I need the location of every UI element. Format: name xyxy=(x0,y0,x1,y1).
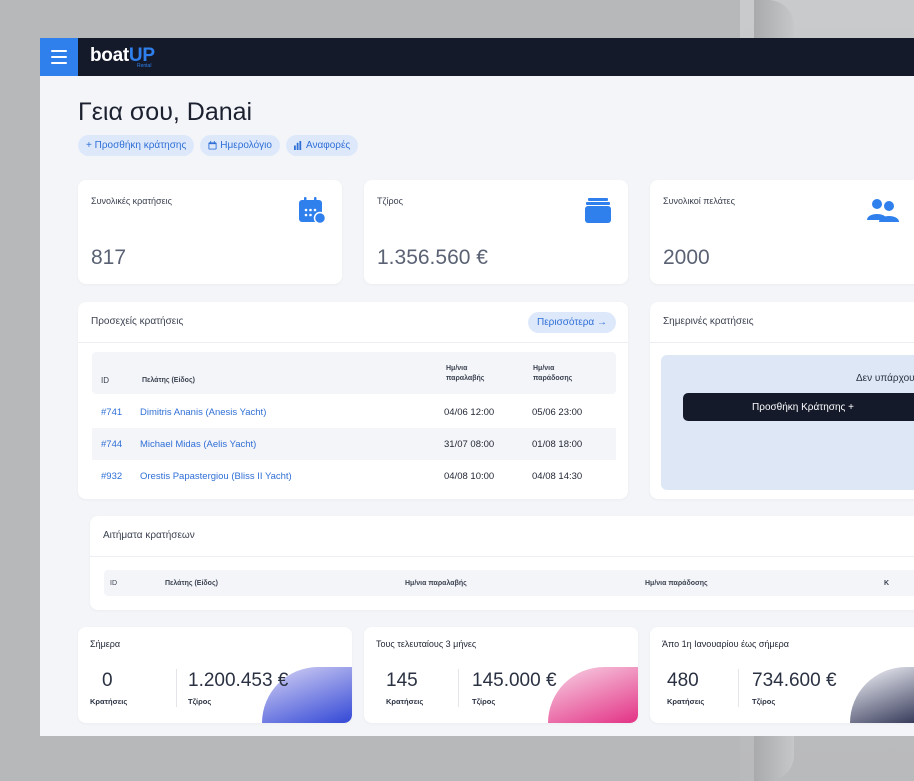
empty-state: Δεν υπάρχουν σ Προσθήκη Κράτησης + xyxy=(661,355,914,490)
quick-actions: + Προσθήκη κράτησης Ημερολόγιο Αναφορές xyxy=(78,135,359,156)
users-icon xyxy=(867,199,899,222)
add-booking-label: + Προσθήκη κράτησης xyxy=(86,140,187,151)
section-title: Σημερινές κρατήσεις xyxy=(663,316,754,327)
summary-card-today: Σήμερα 0 Κρατήσεις 1.200.453 € Τζίρος xyxy=(78,627,352,723)
summary-bookings-label: Κρατήσεις xyxy=(90,697,128,706)
decorative-gradient xyxy=(850,667,914,723)
summary-title: Σήμερα xyxy=(90,639,121,649)
divider xyxy=(176,669,177,707)
today-bookings-card: Σημερινές κρατήσεις Δεν υπάρχουν σ Προσθ… xyxy=(650,302,914,499)
stat-value: 2000 xyxy=(663,246,710,269)
summary-card-year-to-date: Άπο 1η Ιανουαρίου έως σήμερα 480 Κρατήσε… xyxy=(650,627,914,723)
divider xyxy=(650,342,914,343)
calendar-icon xyxy=(299,197,326,224)
summary-bookings-value: 0 xyxy=(102,670,113,691)
column-header-dropoff: Ημ/νια παράδοσης xyxy=(533,365,573,382)
logo-subtitle: Rental xyxy=(137,63,152,69)
wallet-icon xyxy=(585,198,611,223)
upcoming-bookings-card: Προσεχείς κρατήσεις Περισσότερα → ID Πελ… xyxy=(78,302,628,499)
summary-revenue-label: Τζίρος xyxy=(188,697,212,706)
summary-revenue-value: 145.000 € xyxy=(472,670,557,691)
menu-icon xyxy=(51,50,67,52)
stat-card-revenue: Τζίρος 1.356.560 € xyxy=(364,180,628,284)
summary-bookings-value: 145 xyxy=(386,670,418,691)
table-row[interactable]: #744 Michael Midas (Aelis Yacht) 31/07 0… xyxy=(92,428,616,460)
booking-dropoff: 05/06 23:00 xyxy=(532,407,583,418)
summary-bookings-value: 480 xyxy=(667,670,699,691)
app-screen: boatUP Rental Γεια σου, Danai + Προσθήκη… xyxy=(40,38,914,736)
logo-accent: UP xyxy=(128,45,155,66)
add-booking-button[interactable]: Προσθήκη Κράτησης + xyxy=(683,393,914,421)
column-header-pickup: Ημ/νια παραλαβής xyxy=(446,365,485,382)
reports-button[interactable]: Αναφορές xyxy=(285,135,359,156)
booking-id[interactable]: #932 xyxy=(101,471,123,482)
page-title: Γεια σου, Danai xyxy=(78,98,253,126)
booking-dropoff: 01/08 18:00 xyxy=(532,439,583,450)
summary-bookings-label: Κρατήσεις xyxy=(386,697,424,706)
stat-label: Συνολικές κρατήσεις xyxy=(91,196,172,206)
calendar-label: Ημερολόγιο xyxy=(220,140,272,151)
divider xyxy=(738,669,739,707)
stat-label: Συνολικοί πελάτες xyxy=(663,196,735,206)
table-row[interactable]: #741 Dimitris Ananis (Anesis Yacht) 04/0… xyxy=(92,396,616,428)
booking-client[interactable]: Dimitris Ananis (Anesis Yacht) xyxy=(140,407,267,418)
section-title: Προσεχείς κρατήσεις xyxy=(91,316,184,327)
column-header-client: Πελάτης (Είδος) xyxy=(165,580,218,587)
calendar-icon xyxy=(208,141,217,150)
summary-revenue-label: Τζίρος xyxy=(752,697,776,706)
summary-card-last-3-months: Τους τελευταίους 3 μήνες 145 Κρατήσεις 1… xyxy=(364,627,638,723)
menu-icon-line xyxy=(51,62,67,64)
summary-title: Άπο 1η Ιανουαρίου έως σήμερα xyxy=(662,639,789,649)
summary-revenue-value: 1.200.453 € xyxy=(188,670,289,691)
column-header-id: ID xyxy=(101,376,109,385)
summary-bookings-label: Κρατήσεις xyxy=(667,697,705,706)
decorative-gradient xyxy=(548,667,638,723)
stat-label: Τζίρος xyxy=(377,196,403,206)
menu-icon-line xyxy=(51,56,67,58)
section-title: Αιτήματα κρατήσεων xyxy=(103,530,195,541)
booking-dropoff: 04/08 14:30 xyxy=(532,471,583,482)
stat-card-total-clients: Συνολικοί πελάτες 2000 xyxy=(650,180,914,284)
booking-id[interactable]: #741 xyxy=(101,407,123,418)
calendar-button[interactable]: Ημερολόγιο xyxy=(200,135,280,156)
more-button[interactable]: Περισσότερα → xyxy=(527,312,616,333)
column-header-extra: Κ xyxy=(884,580,890,587)
stat-value: 1.356.560 € xyxy=(377,246,488,269)
booking-client[interactable]: Michael Midas (Aelis Yacht) xyxy=(140,439,257,450)
summary-revenue-label: Τζίρος xyxy=(472,697,496,706)
summary-title: Τους τελευταίους 3 μήνες xyxy=(376,639,477,649)
bar-chart-icon xyxy=(293,141,302,150)
divider xyxy=(90,556,914,557)
booking-requests-card: Αιτήματα κρατήσεων ID Πελάτης (Είδος) Ημ… xyxy=(90,516,914,610)
column-header-pickup: Ημ/νια παραλαβής xyxy=(405,580,467,587)
top-bar: boatUP Rental xyxy=(40,38,914,76)
column-header-dropoff: Ημ/νια παράδοσης xyxy=(645,580,708,587)
add-booking-button[interactable]: + Προσθήκη κράτησης xyxy=(78,135,195,156)
summary-revenue-value: 734.600 € xyxy=(752,670,837,691)
logo-text: boat xyxy=(90,45,129,66)
booking-id[interactable]: #744 xyxy=(101,439,123,450)
divider xyxy=(458,669,459,707)
empty-state-text: Δεν υπάρχουν σ xyxy=(856,373,914,384)
stat-card-total-bookings: Συνολικές κρατήσεις 817 xyxy=(78,180,342,284)
stat-value: 817 xyxy=(91,246,127,269)
column-header-client: Πελάτης (Είδος) xyxy=(142,377,195,384)
reports-label: Αναφορές xyxy=(305,140,351,151)
booking-pickup: 04/08 10:00 xyxy=(444,471,495,482)
app-logo[interactable]: boatUP xyxy=(90,45,155,67)
table-header: ID Πελάτης (Είδος) Ημ/νια παραλαβής Ημ/ν… xyxy=(104,570,914,596)
column-header-id: ID xyxy=(110,580,117,587)
table-row[interactable]: #932 Orestis Papastergiou (Bliss II Yach… xyxy=(92,460,616,492)
table-header: ID Πελάτης (Είδος) Ημ/νια παραλαβής Ημ/ν… xyxy=(92,352,616,394)
booking-client[interactable]: Orestis Papastergiou (Bliss II Yacht) xyxy=(140,471,292,482)
booking-pickup: 04/06 12:00 xyxy=(444,407,495,418)
hamburger-menu-button[interactable] xyxy=(40,38,78,76)
booking-pickup: 31/07 08:00 xyxy=(444,439,495,450)
divider xyxy=(78,342,628,343)
